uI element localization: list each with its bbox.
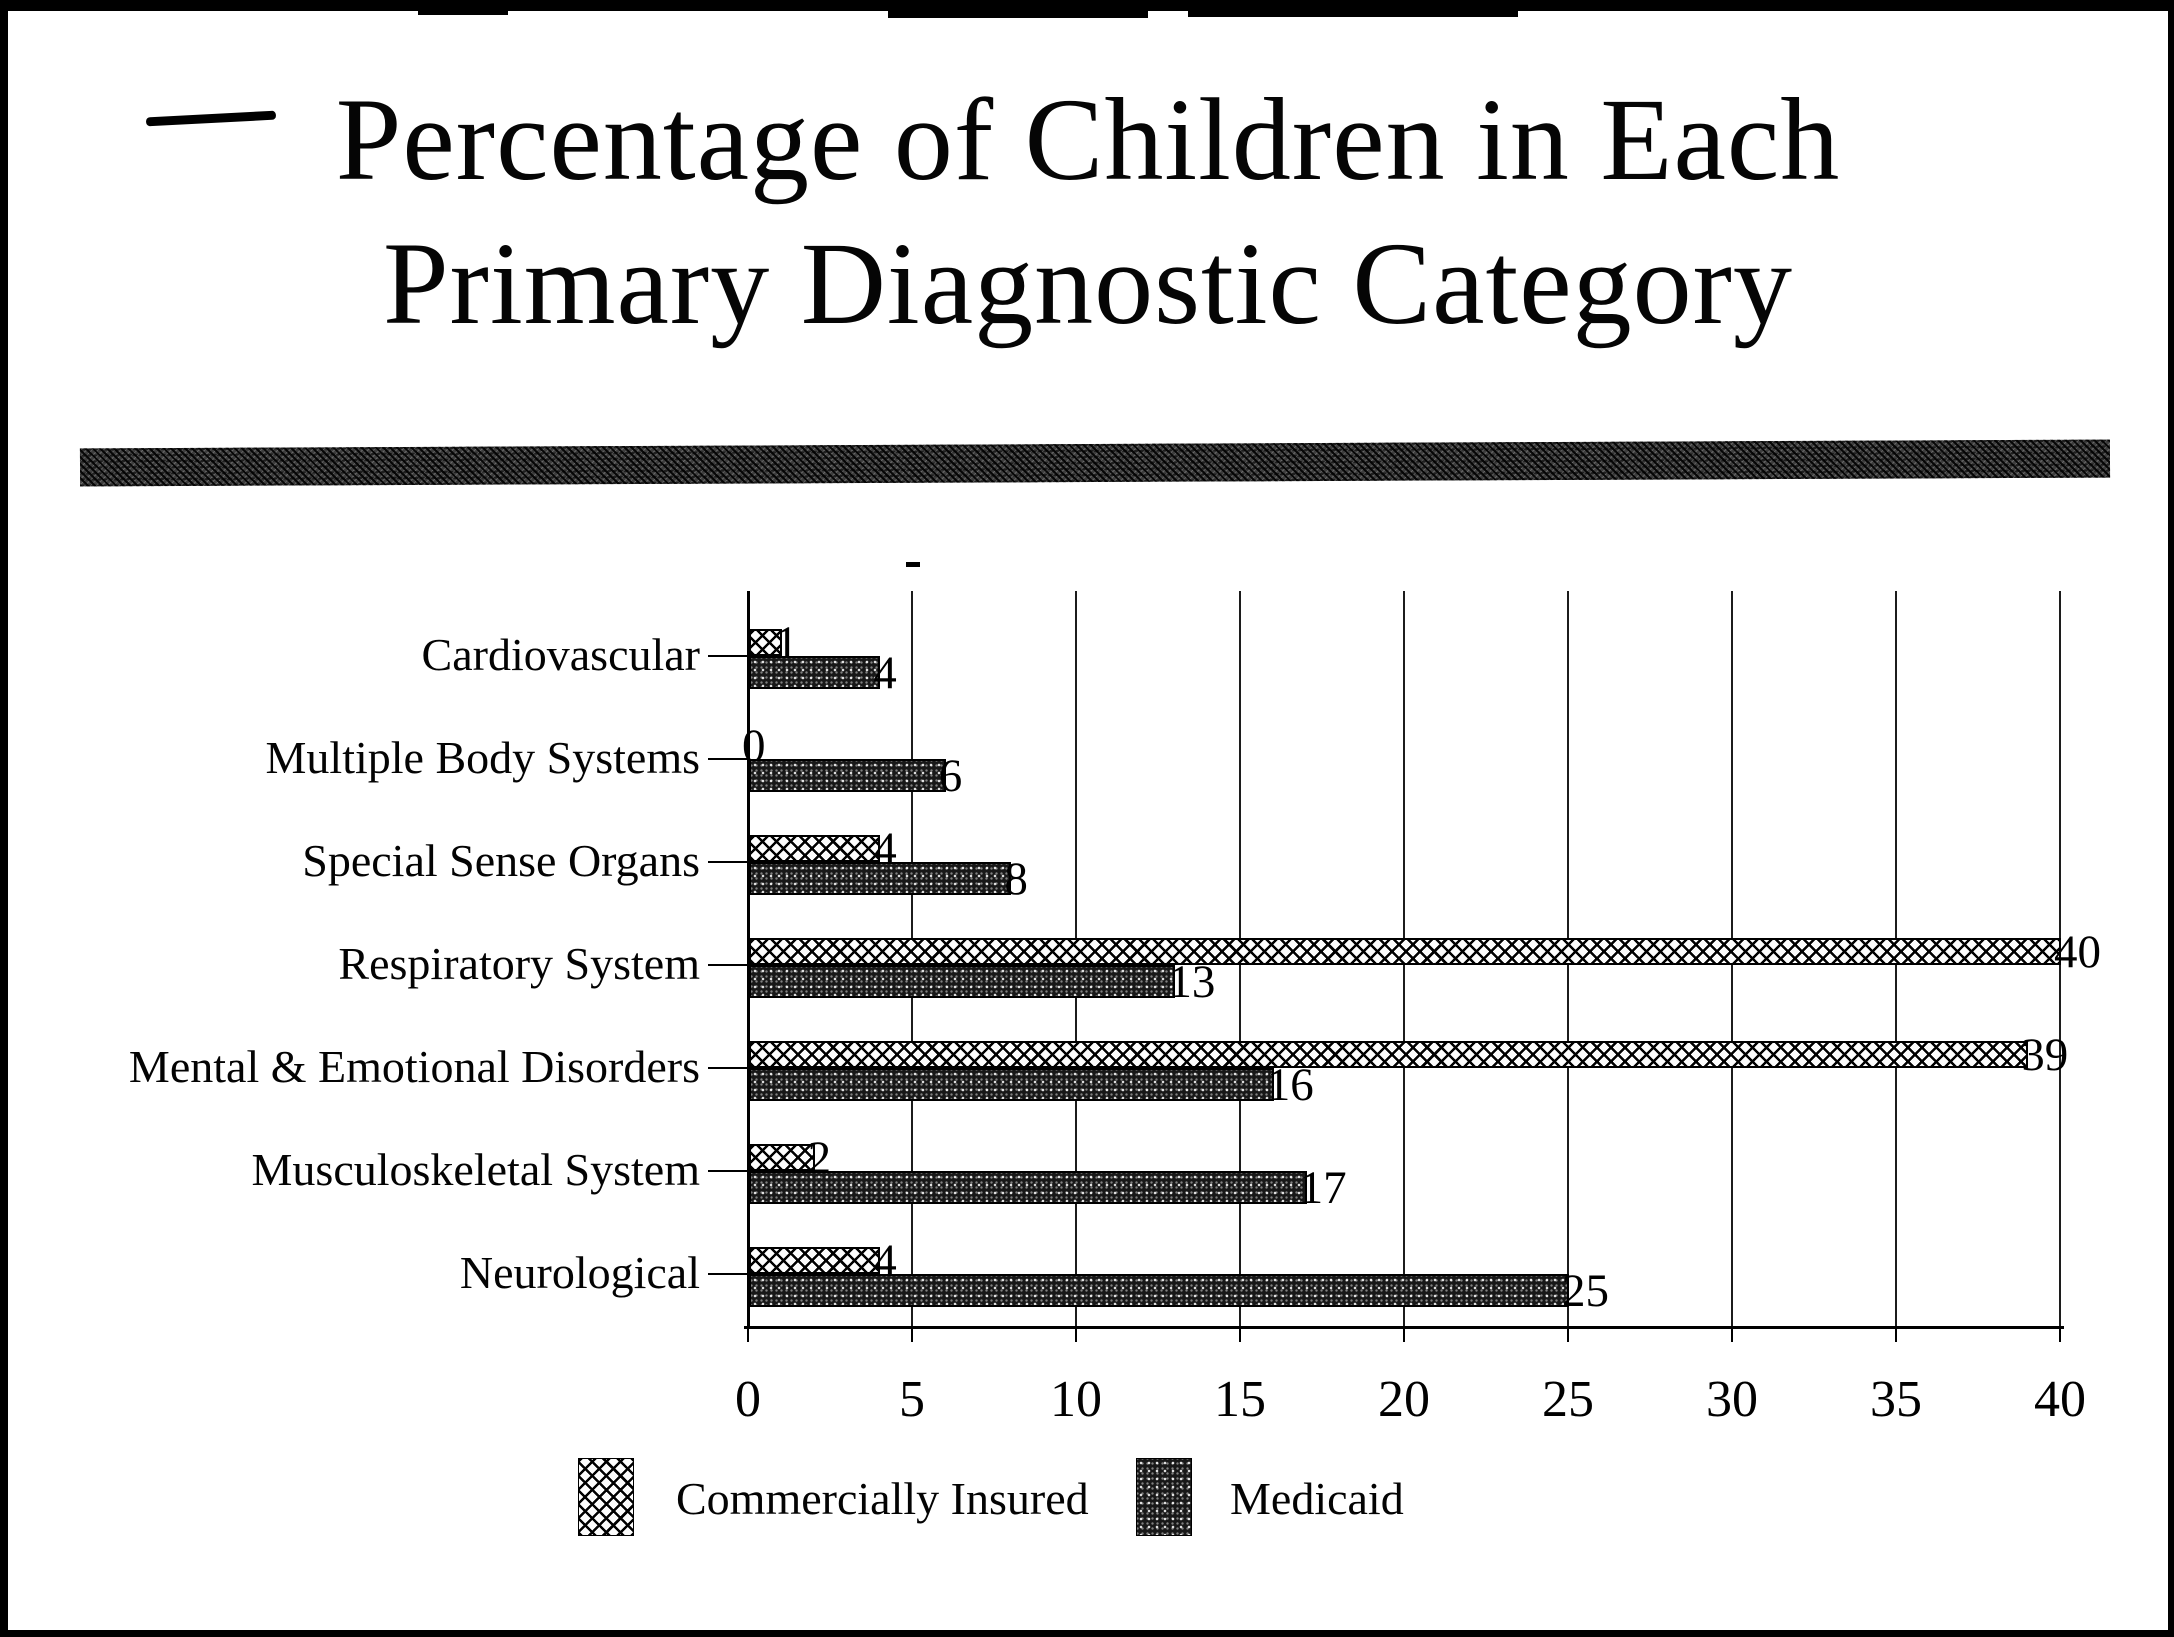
- bar-chart-plot-area: 0 5 10 15 20 25 30 35 40 Cardiovascular 1 4 Multiple…: [8, 6, 2168, 1630]
- bar-value-label: 13: [1168, 955, 1216, 1008]
- x-axis-baseline: [744, 1326, 2064, 1329]
- bar-medicaid: [749, 759, 946, 792]
- chart-title: Percentage of Children in Each Primary D…: [8, 68, 2168, 356]
- category-label: Special Sense Organs: [302, 835, 700, 886]
- bar-commercially-insured: [749, 938, 2061, 965]
- category-tick: [708, 758, 748, 760]
- category-label: Mental & Emotional Disorders: [128, 1041, 700, 1092]
- category-label: Neurological: [459, 1247, 700, 1298]
- bar-value-label: 39: [2021, 1028, 2069, 1081]
- bar-value-label: 40: [2054, 925, 2101, 978]
- scan-artifact-top-blob-1: [888, 6, 1148, 18]
- category-label: Cardiovascular: [421, 629, 700, 680]
- x-axis-tick-25: [1567, 1326, 1569, 1342]
- bar-commercially-insured: [749, 1144, 815, 1171]
- bar-medicaid: [749, 1171, 1307, 1204]
- x-axis-label-10: 10: [1050, 1371, 1102, 1428]
- chart-title-line2: Primary Diagnostic Category: [383, 217, 1793, 349]
- bar-medicaid: [749, 965, 1176, 998]
- x-axis-tick-15: [1239, 1326, 1241, 1342]
- bar-commercially-insured: [749, 835, 881, 862]
- bar-medicaid: [749, 1274, 1569, 1307]
- x-axis-tick-40: [2059, 1326, 2061, 1342]
- bar-commercially-insured: [749, 629, 782, 656]
- bar-medicaid: [749, 656, 881, 689]
- scan-artifact-top-blob-3: [418, 6, 508, 15]
- x-axis-tick-20: [1403, 1326, 1405, 1342]
- scan-artifact-dot: [906, 562, 920, 567]
- scan-artifact-top-blob-2: [1188, 8, 1518, 17]
- category-tick: [708, 964, 748, 966]
- x-axis-label-15: 15: [1214, 1371, 1266, 1428]
- x-axis-tick-0: [747, 1326, 749, 1342]
- bar-value-label: 4: [873, 1234, 897, 1287]
- x-axis-label-30: 30: [1706, 1371, 1758, 1428]
- bar-value-label: 8: [1004, 852, 1028, 905]
- category-tick: [708, 1170, 748, 1172]
- category-tick: [708, 655, 748, 657]
- bar-value-label: 6: [938, 749, 963, 802]
- category-label: Multiple Body Systems: [265, 732, 700, 783]
- bar-value-label: 25: [1562, 1264, 1609, 1317]
- bar-commercially-insured: [749, 1041, 2029, 1068]
- bar-value-label: 1: [774, 616, 799, 669]
- x-axis-label-25: 25: [1542, 1371, 1594, 1428]
- chart-title-line1: Percentage of Children in Each: [335, 74, 1841, 205]
- bar-value-label: 4: [873, 646, 897, 699]
- bar-value-label: 17: [1299, 1161, 1347, 1214]
- x-axis-tick-10: [1075, 1326, 1077, 1342]
- x-axis-tick-35: [1895, 1326, 1897, 1342]
- bar-medicaid: [749, 1068, 1274, 1101]
- y-axis-line: [747, 591, 750, 1326]
- category-label: Respiratory System: [338, 938, 700, 989]
- x-axis-label-35: 35: [1870, 1371, 1922, 1428]
- bar-medicaid: [749, 862, 1012, 895]
- x-axis-tick-30: [1731, 1326, 1733, 1342]
- category-tick: [708, 1273, 748, 1275]
- bar-value-label: 16: [1266, 1058, 1314, 1111]
- x-axis-label-20: 20: [1378, 1371, 1430, 1428]
- x-axis-label-0: 0: [735, 1371, 761, 1428]
- bar-value-label: 2: [807, 1131, 832, 1184]
- x-axis-label-40: 40: [2034, 1371, 2086, 1428]
- x-axis-tick-5: [911, 1326, 913, 1342]
- category-tick: [708, 1067, 748, 1069]
- bar-value-label: 4: [873, 822, 897, 875]
- bar-value-label: 0: [742, 719, 766, 772]
- bar-commercially-insured: [749, 1247, 881, 1274]
- x-axis-label-5: 5: [899, 1371, 925, 1428]
- category-label: Musculoskeletal System: [251, 1144, 700, 1195]
- category-tick: [708, 861, 748, 863]
